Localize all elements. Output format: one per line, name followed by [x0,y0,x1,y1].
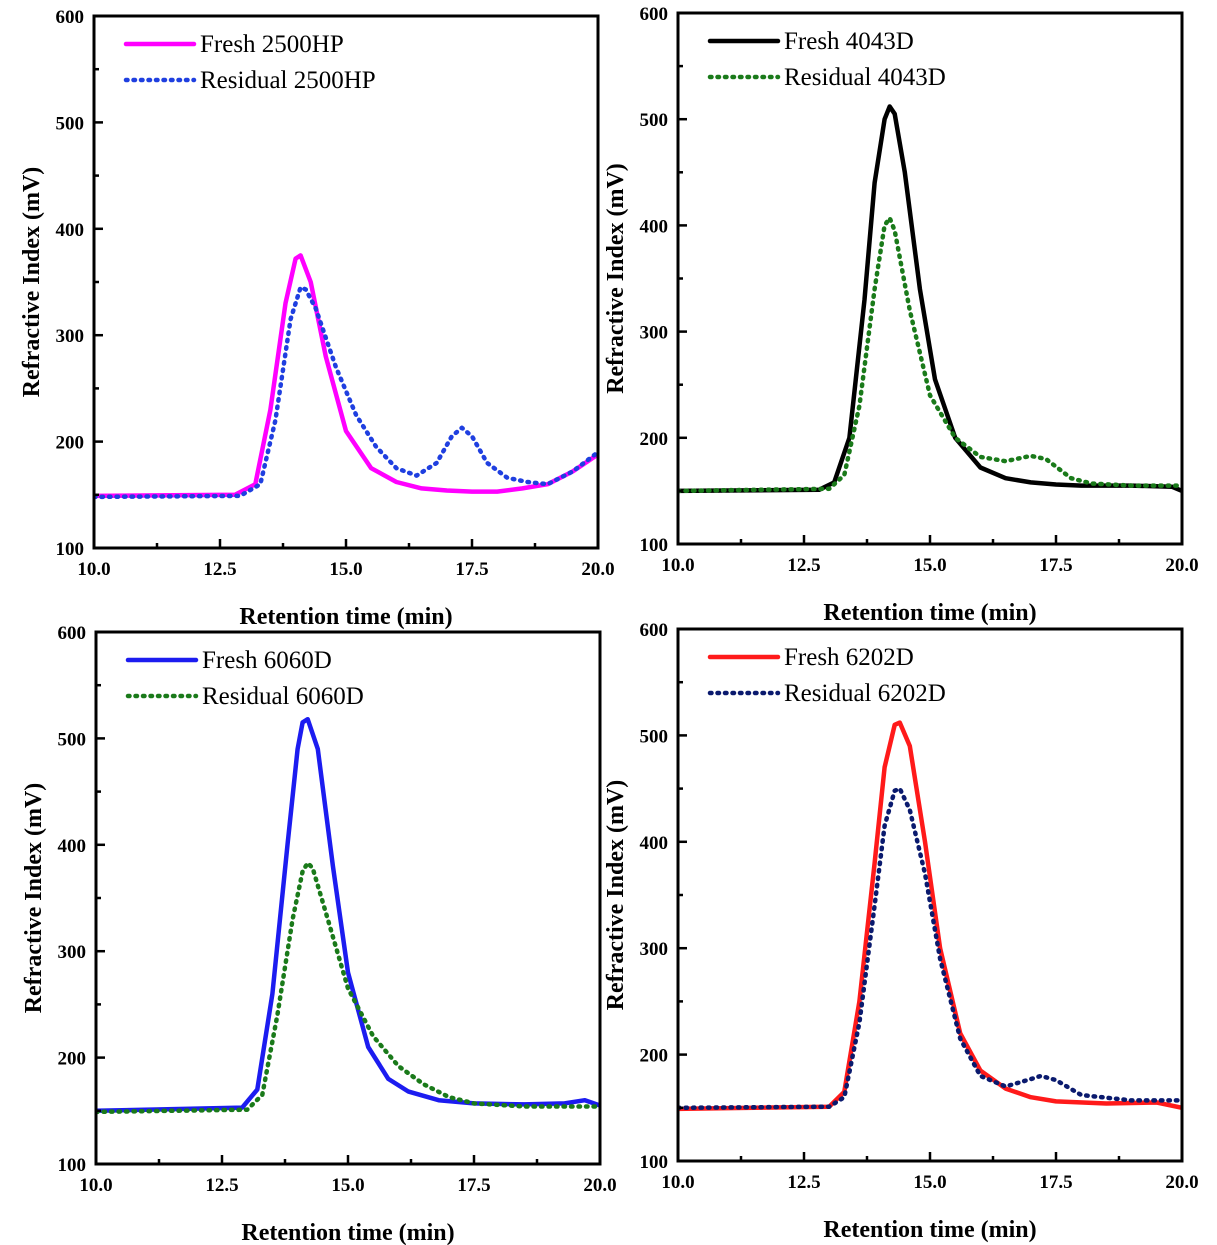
x-axis-title: Retention time (min) [823,1217,1036,1243]
x-tick-label: 17.5 [455,559,488,580]
y-axis-title: Refractive Index (mV) [21,783,47,1014]
y-axis-title: Refractive Index (mV) [603,163,629,394]
x-axis-title: Retention time (min) [239,604,452,630]
y-tick-label: 400 [640,216,669,237]
x-tick-label: 12.5 [203,559,236,580]
y-tick-label: 100 [640,535,669,556]
y-tick-label: 400 [56,220,85,241]
legend-label-2: Residual 4043D [784,64,946,91]
y-tick-label: 600 [56,7,85,28]
series-line-1 [678,104,1182,494]
x-axis-title: Retention time (min) [823,600,1036,626]
x-tick-label: 15.0 [331,1175,364,1196]
y-tick-label: 600 [640,620,669,641]
chart-panel-3: 100 200 300 400 500 600 10.0 12.5 15.0 17.5 20.0 Re… [21,623,617,1245]
y-tick-label: 600 [640,4,669,25]
x-tick-label: 10.0 [661,555,694,576]
x-tick-label: 15.0 [913,1172,946,1193]
y-tick-label: 200 [58,1049,87,1070]
x-tick-label: 20.0 [1165,555,1198,576]
series-line-2 [96,860,600,1115]
legend-label-2: Residual 6202D [784,680,946,707]
x-tick-label: 15.0 [329,559,362,580]
legend-label-1: Fresh 6060D [202,647,332,674]
y-tick-label: 600 [58,623,87,644]
x-tick-label: 17.5 [1039,555,1072,576]
y-tick-label: 300 [58,942,87,963]
y-axis-title: Refractive Index (mV) [19,167,45,398]
y-tick-label: 500 [640,110,669,131]
x-tick-label: 20.0 [581,559,614,580]
x-tick-label: 10.0 [79,1175,112,1196]
plot-frame [94,630,602,1166]
legend-label-1: Fresh 4043D [784,28,914,55]
y-tick-label: 100 [640,1152,669,1173]
legend-label-2: Residual 6060D [202,683,364,710]
x-tick-label: 15.0 [913,555,946,576]
series-line-2 [94,285,598,500]
series-line-2 [678,215,1182,494]
x-tick-label: 17.5 [457,1175,490,1196]
series-line-1 [94,253,598,499]
y-tick-label: 300 [640,939,669,960]
y-tick-label: 500 [58,729,87,750]
chart-panel-1: 100 200 300 400 500 600 10.0 12.5 15.0 17.5 20.0 Re… [19,7,615,630]
x-tick-label: 17.5 [1039,1172,1072,1193]
y-axis-title: Refractive Index (mV) [603,780,629,1011]
x-tick-label: 20.0 [1165,1172,1198,1193]
x-tick-label: 12.5 [787,1172,820,1193]
y-tick-label: 300 [640,323,669,344]
y-tick-label: 400 [58,836,87,857]
plot-frame [676,11,1184,546]
y-tick-label: 200 [640,429,669,450]
x-tick-label: 10.0 [661,1172,694,1193]
series-line-2 [678,786,1182,1111]
y-tick-label: 100 [58,1155,87,1176]
x-tick-label: 20.0 [583,1175,616,1196]
y-tick-label: 200 [56,433,85,454]
y-tick-label: 200 [640,1046,669,1067]
x-axis-title: Retention time (min) [241,1220,454,1245]
series-line-1 [96,716,600,1114]
y-tick-label: 400 [640,833,669,854]
x-tick-label: 10.0 [77,559,110,580]
chart-panel-2: 100 200 300 400 500 600 10.0 12.5 15.0 17.5 20.0 Re… [603,4,1199,626]
y-tick-label: 100 [56,539,85,560]
plot-frame [676,627,1184,1163]
y-tick-label: 500 [640,726,669,747]
y-tick-label: 300 [56,326,85,347]
plot-frame [92,14,600,550]
legend-label-1: Fresh 6202D [784,644,914,671]
chart-panel-4: 100 200 300 400 500 600 10.0 12.5 15.0 17.5 20.0 Re… [603,620,1199,1243]
series-line-1 [678,720,1182,1112]
legend-label-2: Residual 2500HP [200,67,376,94]
y-tick-label: 500 [56,113,85,134]
x-tick-label: 12.5 [205,1175,238,1196]
legend-label-1: Fresh 2500HP [200,31,344,58]
x-tick-label: 12.5 [787,555,820,576]
